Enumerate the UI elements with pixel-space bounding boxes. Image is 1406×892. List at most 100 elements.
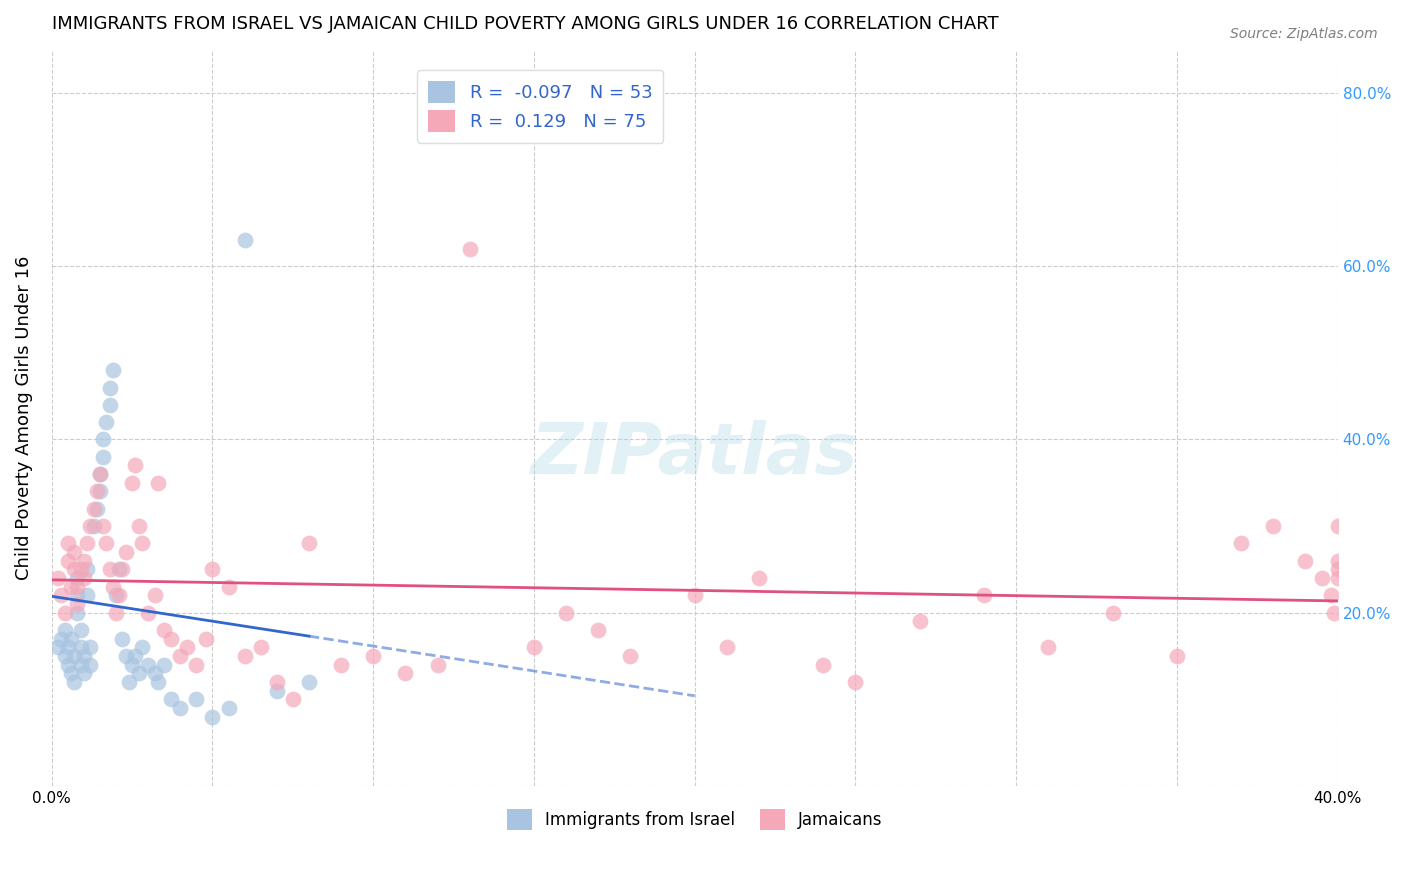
Point xyxy=(136,657,159,672)
Point xyxy=(394,666,416,681)
Point xyxy=(619,648,641,663)
Point xyxy=(159,632,181,646)
Point xyxy=(195,632,218,646)
Point xyxy=(281,692,304,706)
Point xyxy=(298,536,321,550)
Point xyxy=(73,571,96,585)
Point xyxy=(79,519,101,533)
Point xyxy=(121,657,143,672)
Point xyxy=(555,606,578,620)
Point xyxy=(426,657,449,672)
Point xyxy=(169,701,191,715)
Point xyxy=(218,580,240,594)
Point xyxy=(523,640,546,655)
Point xyxy=(1263,519,1285,533)
Point xyxy=(186,657,208,672)
Point xyxy=(716,640,738,655)
Point xyxy=(96,415,118,429)
Point xyxy=(128,666,150,681)
Point xyxy=(96,536,118,550)
Point xyxy=(114,545,136,559)
Point xyxy=(330,657,353,672)
Point xyxy=(298,674,321,689)
Point xyxy=(1326,562,1348,576)
Point xyxy=(66,580,89,594)
Point xyxy=(124,648,146,663)
Point xyxy=(63,562,86,576)
Point xyxy=(51,632,73,646)
Point xyxy=(79,657,101,672)
Point xyxy=(218,701,240,715)
Point xyxy=(73,554,96,568)
Point xyxy=(63,674,86,689)
Point xyxy=(76,588,98,602)
Text: ZIPatlas: ZIPatlas xyxy=(531,420,859,489)
Text: Source: ZipAtlas.com: Source: ZipAtlas.com xyxy=(1230,27,1378,41)
Point xyxy=(111,562,134,576)
Point xyxy=(1295,554,1317,568)
Point xyxy=(266,674,288,689)
Point xyxy=(76,562,98,576)
Point xyxy=(159,692,181,706)
Point xyxy=(98,380,121,394)
Point xyxy=(91,519,114,533)
Point xyxy=(146,674,169,689)
Point xyxy=(1310,571,1333,585)
Point xyxy=(98,398,121,412)
Point xyxy=(69,623,91,637)
Point xyxy=(458,242,481,256)
Point xyxy=(131,536,153,550)
Point xyxy=(76,536,98,550)
Point xyxy=(105,588,128,602)
Point xyxy=(131,640,153,655)
Point xyxy=(108,588,131,602)
Point xyxy=(1230,536,1253,550)
Point xyxy=(111,632,134,646)
Point xyxy=(748,571,770,585)
Point xyxy=(56,536,79,550)
Point xyxy=(89,484,111,499)
Point xyxy=(69,562,91,576)
Point xyxy=(83,519,105,533)
Point xyxy=(186,692,208,706)
Point xyxy=(586,623,609,637)
Point xyxy=(63,545,86,559)
Point xyxy=(63,648,86,663)
Point xyxy=(66,588,89,602)
Point xyxy=(56,554,79,568)
Point xyxy=(56,657,79,672)
Point xyxy=(79,640,101,655)
Point xyxy=(169,648,191,663)
Point xyxy=(176,640,198,655)
Point xyxy=(69,657,91,672)
Y-axis label: Child Poverty Among Girls Under 16: Child Poverty Among Girls Under 16 xyxy=(15,256,32,580)
Point xyxy=(121,475,143,490)
Point xyxy=(136,606,159,620)
Point xyxy=(813,657,835,672)
Point xyxy=(89,467,111,481)
Point xyxy=(1326,554,1348,568)
Point xyxy=(60,666,83,681)
Point xyxy=(86,484,108,499)
Point xyxy=(233,233,256,247)
Point xyxy=(91,450,114,464)
Point xyxy=(153,623,176,637)
Point xyxy=(361,648,384,663)
Point xyxy=(66,597,89,611)
Point xyxy=(108,562,131,576)
Point xyxy=(1166,648,1188,663)
Point xyxy=(91,433,114,447)
Point xyxy=(146,475,169,490)
Point xyxy=(101,580,124,594)
Point xyxy=(973,588,995,602)
Point xyxy=(101,363,124,377)
Point xyxy=(66,571,89,585)
Point xyxy=(1323,606,1346,620)
Point xyxy=(53,648,76,663)
Point xyxy=(233,648,256,663)
Point xyxy=(266,683,288,698)
Point xyxy=(1326,519,1348,533)
Point xyxy=(844,674,866,689)
Point xyxy=(683,588,706,602)
Point xyxy=(53,606,76,620)
